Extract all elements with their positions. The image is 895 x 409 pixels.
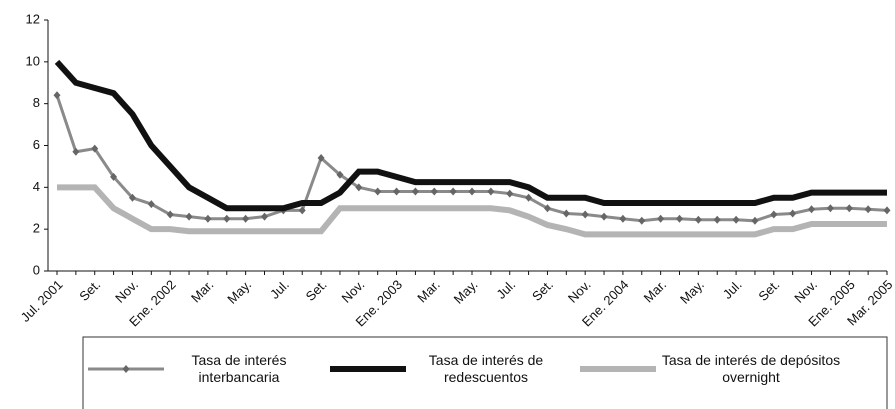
marker — [393, 187, 401, 196]
marker — [525, 193, 533, 202]
marker — [53, 91, 61, 100]
marker — [694, 215, 702, 224]
x-tick-label: Jul. — [267, 277, 292, 302]
marker — [468, 187, 476, 196]
marker — [298, 206, 306, 215]
marker — [845, 204, 853, 213]
x-tick-label: Nov. — [339, 277, 368, 306]
legend-item: Tasa de interés de depósitos overnight — [580, 352, 846, 386]
y-tick-label: 2 — [33, 221, 40, 236]
marker — [506, 189, 514, 198]
series-line — [57, 184, 887, 238]
marker — [261, 212, 268, 221]
marker — [676, 214, 683, 223]
legend-swatch — [580, 366, 656, 372]
x-tick-label: May. — [451, 277, 481, 307]
marker — [826, 204, 834, 213]
marker — [336, 170, 344, 179]
y-tick-label: 6 — [33, 137, 40, 152]
marker — [600, 212, 608, 221]
marker — [166, 210, 174, 219]
x-tick-label: Set. — [529, 277, 556, 304]
marker — [185, 212, 193, 221]
x-tick-label: Jul. — [493, 277, 518, 302]
marker — [204, 214, 212, 223]
marker — [110, 172, 118, 181]
y-tick-label: 0 — [33, 262, 40, 277]
legend-box — [82, 336, 888, 409]
marker — [732, 215, 740, 224]
y-tick-label: 8 — [33, 95, 40, 110]
x-tick-label: Nov. — [791, 277, 820, 306]
legend-item: Tasa de interés de redescuentos — [330, 352, 566, 386]
x-tick-label: May. — [677, 277, 707, 307]
marker — [317, 154, 325, 163]
marker — [430, 187, 438, 196]
x-tick-label: Mar. — [641, 277, 669, 305]
x-tick-label: Jul. — [720, 277, 745, 302]
x-tick-label: Nov. — [565, 277, 594, 306]
legend-item: Tasa de interés interbancaria — [88, 352, 314, 386]
marker — [789, 209, 797, 218]
marker — [657, 214, 665, 223]
marker — [72, 147, 80, 156]
marker — [128, 193, 136, 202]
marker — [449, 187, 457, 196]
marker — [562, 209, 570, 218]
marker — [355, 183, 363, 192]
marker — [147, 200, 155, 209]
x-tick-label: Mar. — [414, 277, 442, 305]
marker — [638, 216, 646, 225]
marker — [411, 187, 419, 196]
marker — [581, 210, 589, 219]
x-tick-label: May. — [224, 277, 254, 307]
x-tick-label: Set. — [303, 277, 330, 304]
x-tick-label: Mar. — [188, 277, 216, 305]
marker — [619, 214, 627, 223]
marker — [751, 216, 759, 225]
x-tick-label: Set. — [755, 277, 782, 304]
y-tick-label: 4 — [33, 179, 40, 194]
marker — [242, 214, 250, 223]
legend-marker — [122, 365, 130, 373]
marker — [864, 205, 872, 214]
marker — [883, 206, 891, 215]
marker — [713, 215, 721, 224]
marker — [770, 210, 778, 219]
series-line — [54, 59, 887, 212]
marker — [91, 144, 99, 153]
legend-label: Tasa de interés interbancaria — [191, 352, 287, 385]
marker — [374, 187, 382, 196]
x-tick-label: Jul. 2001 — [18, 277, 66, 325]
marker — [808, 205, 816, 214]
y-tick-label: 10 — [26, 53, 40, 68]
x-tick-label: Set. — [76, 277, 103, 304]
marker — [543, 204, 551, 213]
legend-label: Tasa de interés de depósitos overnight — [661, 352, 841, 385]
marker — [487, 187, 495, 196]
x-tick-label: Nov. — [112, 277, 141, 306]
y-tick-label: 12 — [26, 11, 40, 26]
legend-swatch — [88, 365, 164, 373]
marker — [223, 214, 231, 223]
legend-swatch — [330, 366, 406, 372]
legend-label: Tasa de interés de redescuentos — [428, 352, 544, 385]
